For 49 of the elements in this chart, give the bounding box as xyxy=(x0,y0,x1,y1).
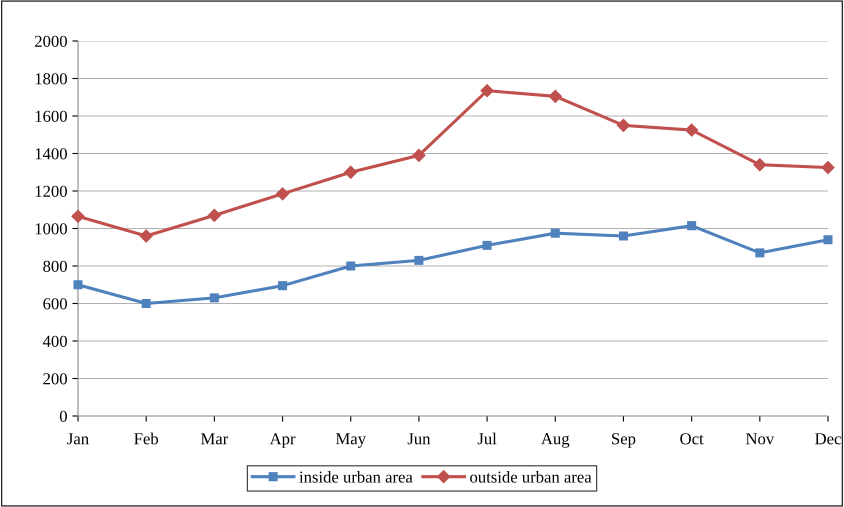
y-tick-label: 600 xyxy=(43,298,67,310)
point xyxy=(618,231,628,241)
point xyxy=(346,261,356,271)
legend-label: outside urban area xyxy=(470,470,592,483)
point xyxy=(685,123,698,137)
point xyxy=(823,235,833,244)
x-tick-label: Feb xyxy=(134,432,158,444)
point xyxy=(414,256,424,265)
x-tick-label: Oct xyxy=(680,433,704,444)
y-tick-label: 1000 xyxy=(36,223,67,234)
x-tick-label: May xyxy=(336,433,366,448)
y-tick-label: 0 xyxy=(60,410,67,422)
point xyxy=(142,298,151,308)
point xyxy=(71,210,85,223)
point xyxy=(276,187,290,200)
x-tick-label: Jun xyxy=(408,433,430,444)
point xyxy=(140,229,153,243)
point xyxy=(616,118,630,132)
y-tick-label: 400 xyxy=(42,336,67,347)
y-tick-label: 1200 xyxy=(36,186,67,197)
x-tick-label: Sep xyxy=(612,433,636,448)
point xyxy=(755,248,764,258)
point xyxy=(687,221,696,230)
point xyxy=(482,240,492,250)
x-tick-label: Jan xyxy=(67,433,89,444)
y-tick-label: 1800 xyxy=(36,73,67,84)
point xyxy=(753,158,766,172)
legend-label: inside urban area xyxy=(299,470,413,483)
point xyxy=(548,90,562,103)
y-tick-label: 800 xyxy=(43,260,67,272)
x-tick-label: Aug xyxy=(541,433,570,448)
x-tick-label: Nov xyxy=(746,433,774,444)
point xyxy=(278,281,288,290)
point xyxy=(210,293,219,302)
y-tick-label: 1400 xyxy=(36,148,67,160)
point xyxy=(73,280,83,290)
point xyxy=(821,160,835,174)
y-tick-label: 200 xyxy=(43,373,67,384)
x-tick-label: Mar xyxy=(200,433,228,444)
y-tick-label: 1600 xyxy=(36,110,67,122)
y-tick-label: 2000 xyxy=(34,36,67,47)
x-tick-label: Apr xyxy=(270,433,296,448)
point xyxy=(344,166,358,179)
point xyxy=(208,208,221,222)
point xyxy=(412,148,426,162)
point xyxy=(480,84,494,98)
x-tick-label: Dec xyxy=(815,433,841,444)
x-tick-label: Jul xyxy=(478,432,496,444)
point xyxy=(550,228,560,238)
